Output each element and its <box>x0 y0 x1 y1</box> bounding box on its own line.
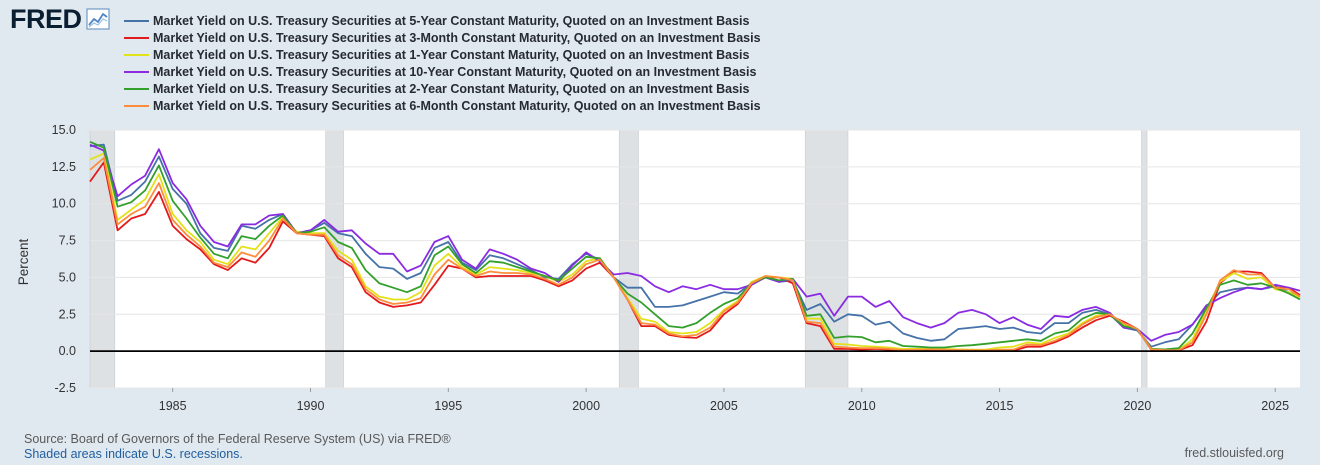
x-tick-label: 2020 <box>1123 399 1151 413</box>
recession-band <box>89 129 116 389</box>
legend-label: Market Yield on U.S. Treasury Securities… <box>153 64 757 79</box>
recession-band <box>325 129 344 389</box>
series-layer <box>89 140 1301 352</box>
y-axis: 15.0 12.5 10.0 7.5 5.0 2.5 0.0 -2.5 <box>52 123 76 395</box>
legend-label: Market Yield on U.S. Treasury Securities… <box>153 81 750 96</box>
recession-band <box>1141 129 1148 389</box>
y-tick-label: 5.0 <box>59 270 76 284</box>
footer-source: Source: Board of Governors of the Federa… <box>24 432 451 462</box>
logo-text: FRED <box>10 3 82 34</box>
y-tick-label: 7.5 <box>59 234 76 248</box>
legend-item[interactable]: Market Yield on U.S. Treasury Securities… <box>124 97 761 114</box>
y-tick-label: -2.5 <box>54 381 76 395</box>
y-axis-title: Percent <box>16 238 31 285</box>
x-tick-label: 1985 <box>159 399 187 413</box>
y-tick-label: 0.0 <box>59 344 76 358</box>
recession-note: Shaded areas indicate U.S. recessions. <box>24 447 243 461</box>
x-tick-label: 1990 <box>297 399 325 413</box>
legend-label: Market Yield on U.S. Treasury Securities… <box>153 13 750 28</box>
recession-band <box>618 129 639 389</box>
x-tick-label: 2005 <box>710 399 738 413</box>
legend-label: Market Yield on U.S. Treasury Securities… <box>153 30 761 45</box>
legend-label: Market Yield on U.S. Treasury Securities… <box>153 47 750 62</box>
y-tick-label: 2.5 <box>59 307 76 321</box>
legend-item[interactable]: Market Yield on U.S. Treasury Securities… <box>124 80 761 97</box>
y-tick-label: 10.0 <box>52 197 76 211</box>
legend-item[interactable]: Market Yield on U.S. Treasury Securities… <box>124 29 761 46</box>
x-tick-label: 2025 <box>1261 399 1289 413</box>
fred-logo[interactable]: FRED <box>10 4 110 34</box>
legend-item[interactable]: Market Yield on U.S. Treasury Securities… <box>124 46 761 63</box>
legend-swatch <box>124 36 149 39</box>
y-tick-label: 15.0 <box>52 123 76 137</box>
y-tick-label: 12.5 <box>52 160 76 174</box>
legend-label: Market Yield on U.S. Treasury Securities… <box>153 98 761 113</box>
chart-line-icon <box>85 8 110 30</box>
x-axis: 1985 1990 1995 2000 2005 2010 2015 2020 2025 <box>159 388 1289 413</box>
x-tick-label: 2000 <box>572 399 600 413</box>
legend-swatch <box>124 53 149 56</box>
legend-item[interactable]: Market Yield on U.S. Treasury Securities… <box>124 12 761 29</box>
x-tick-label: 2015 <box>986 399 1014 413</box>
legend-swatch <box>124 87 149 90</box>
x-tick-label: 1995 <box>434 399 462 413</box>
series-line <box>89 157 1301 352</box>
legend-item[interactable]: Market Yield on U.S. Treasury Securities… <box>124 63 761 80</box>
legend: Market Yield on U.S. Treasury Securities… <box>124 12 761 114</box>
x-tick-label: 2010 <box>848 399 876 413</box>
legend-swatch <box>124 104 149 107</box>
legend-swatch <box>124 70 149 73</box>
source-text: Source: Board of Governors of the Federa… <box>24 432 451 446</box>
plot-area <box>90 130 1300 388</box>
legend-swatch <box>124 19 149 22</box>
site-link[interactable]: fred.stlouisfed.org <box>1184 446 1284 460</box>
